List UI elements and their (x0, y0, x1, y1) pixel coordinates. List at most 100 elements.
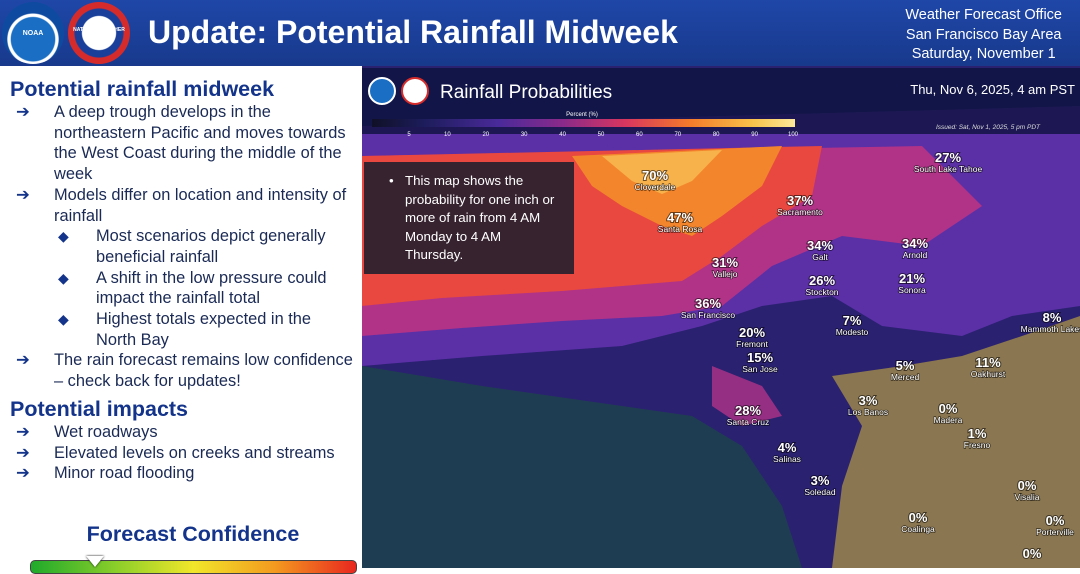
location-name: Madera (934, 415, 963, 425)
location-name: Visalia (1015, 492, 1040, 502)
location-probability: 0% (939, 401, 958, 416)
sub-bullet: Highest totals expected in the North Bay (58, 309, 354, 350)
location-name: Merced (891, 372, 920, 382)
legend-bar (372, 119, 795, 127)
location-name: Stockton (805, 287, 838, 297)
location-probability: 70% (642, 168, 668, 183)
location-probability: 15% (747, 350, 773, 365)
legend-tick-label: 100 (788, 132, 799, 138)
location-probability: 0% (1046, 513, 1065, 528)
location-probability: 26% (809, 273, 835, 288)
location-probability: 7% (843, 313, 862, 328)
legend-tick-label: 40 (559, 132, 566, 138)
legend-tick-label: 60 (636, 132, 643, 138)
confidence-title: Forecast Confidence (86, 522, 300, 546)
office-info: Weather Forecast Office San Francisco Ba… (905, 6, 1062, 65)
nws-logo: NATIONAL WEATHER SERVICE (68, 2, 130, 64)
location-probability: 1% (968, 426, 987, 441)
section-heading: Potential rainfall midweek (10, 77, 275, 101)
section-heading: Potential impacts (10, 396, 189, 421)
location-probability: 3% (859, 393, 878, 408)
location-probability: 28% (735, 403, 761, 418)
legend-tick-label: 50 (598, 132, 605, 138)
bullet: Models differ on location and intensity … (16, 185, 354, 226)
legend-tick-label: 20 (482, 132, 489, 138)
sub-bullet: A shift in the low pressure could impact… (58, 268, 354, 309)
location-probability: 31% (712, 255, 738, 270)
location-probability: 4% (778, 440, 797, 455)
location-probability: 34% (902, 236, 928, 251)
office-line: Saturday, November 1 (911, 46, 1056, 62)
map-title: Rainfall Probabilities (440, 82, 612, 103)
legend-ticks: 5 10 20 30 40 50 60 70 80 90 100 (407, 132, 798, 138)
nws-icon (401, 77, 429, 105)
bullet: A deep trough develops in the northeaste… (16, 102, 354, 185)
bullet: Elevated levels on creeks and streams (16, 443, 354, 464)
noaa-icon (368, 77, 396, 105)
rain-zone-bay (712, 366, 782, 426)
location-probability: 3% (811, 473, 830, 488)
map: Rainfall Probabilities Thu, Nov 6, 2025,… (362, 66, 1080, 568)
title: Update: Potential Rainfall Midweek (148, 14, 678, 50)
location-probability: 11% (975, 355, 1001, 370)
location-probability: 36% (695, 296, 721, 311)
legend-tick-label: 5 (407, 132, 411, 138)
location-probability: 0% (909, 510, 928, 525)
map-issued: Issued: Sat, Nov 1, 2025, 5 pm PDT (936, 124, 1041, 131)
location-name: Sonora (898, 285, 926, 295)
location-name: San Francisco (681, 310, 736, 320)
location-probability: 5% (896, 358, 915, 373)
ocean (362, 366, 802, 568)
map-note: This map shows the probability for one i… (364, 162, 574, 274)
location-probability: 27% (935, 150, 961, 165)
location-name: Arnold (903, 250, 928, 260)
legend-tick-label: 30 (521, 132, 528, 138)
left-panel: Potential rainfall midweekA deep trough … (0, 66, 362, 574)
location-name: Modesto (836, 327, 869, 337)
bullet: Wet roadways (16, 422, 354, 443)
location-name: Salinas (773, 454, 801, 464)
sub-bullet: Most scenarios depict generally benefici… (58, 226, 354, 267)
location-name: Santa Rosa (658, 224, 703, 234)
location-name: South Lake Tahoe (914, 164, 983, 174)
bullet: The rain forecast remains low confidence… (16, 350, 354, 391)
noaa-logo: NOAA (2, 2, 64, 64)
location-probability: 8% (1043, 310, 1062, 325)
locations: 70%Cloverdale 47%Santa Rosa 37%Sacramento 3… (634, 149, 1080, 562)
location-probability: 34% (807, 238, 833, 253)
location-name: Vallejo (713, 269, 738, 279)
map-valid-time: Thu, Nov 6, 2025, 4 am PST (910, 82, 1075, 97)
location-name: Fresno (964, 440, 991, 450)
location-name: Fremont (736, 339, 768, 349)
location-probability: 0% (1018, 478, 1037, 493)
location-name: Coalinga (901, 524, 935, 534)
office-line: San Francisco Bay Area (905, 26, 1062, 43)
location-probability: 47% (667, 210, 693, 225)
location-name: Galt (812, 252, 828, 262)
location-probability: 37% (787, 193, 813, 208)
header: NOAA NATIONAL WEATHER SERVICE Update: Po… (0, 0, 1080, 66)
legend-tick-label: 70 (674, 132, 681, 138)
section: Potential impactsWet roadwaysElevated le… (0, 396, 362, 484)
sections: Potential rainfall midweekA deep trough … (0, 76, 362, 484)
location-name: San Jose (742, 364, 778, 374)
office-line: Weather Forecast Office (905, 7, 1062, 23)
legend-tick-label: 10 (444, 132, 451, 138)
rain-zone-light (602, 150, 722, 194)
location-probability: 0% (1023, 546, 1042, 561)
confidence-marker (86, 556, 104, 567)
location-name: Soledad (804, 487, 835, 497)
legend-title: Percent (%) (566, 112, 598, 118)
location-name: Los Banos (848, 407, 888, 417)
location-probability: 20% (739, 325, 765, 340)
legend-tick-label: 80 (713, 132, 720, 138)
location-name: Porterville (1036, 527, 1074, 537)
bullet: Minor road flooding (16, 463, 354, 484)
section: Potential rainfall midweekA deep trough … (0, 76, 362, 392)
location-name: Santa Cruz (727, 417, 770, 427)
legend-tick-label: 90 (751, 132, 758, 138)
location-name: Sacramento (777, 207, 823, 217)
location-name: Oakhurst (971, 369, 1006, 379)
location-name: Mammoth Lakes (1021, 324, 1080, 334)
